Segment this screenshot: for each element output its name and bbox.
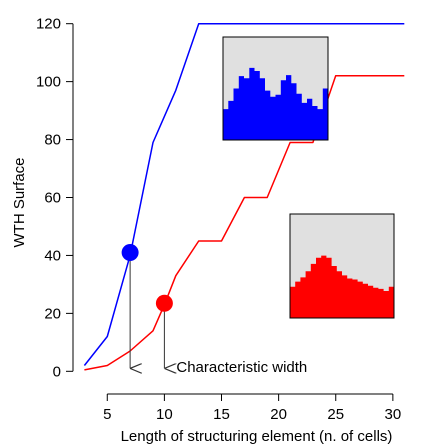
y-tick-label: 40 (44, 247, 61, 264)
series-line-0 (83, 22, 405, 366)
y-tick-label: 120 (36, 16, 61, 33)
y-tick-label: 80 (44, 132, 61, 149)
y-tick-label: 20 (44, 305, 61, 322)
inset-frame-0 (222, 36, 329, 141)
marker-point-0 (121, 244, 139, 262)
inset-profile-0 (223, 67, 328, 140)
x-tick-label: 20 (270, 406, 287, 423)
x-tick-label: 10 (156, 406, 173, 423)
x-tick-label: 30 (385, 406, 402, 423)
x-tick-label: 25 (327, 406, 344, 423)
arrows-layer (129, 252, 164, 369)
y-tick-label: 60 (44, 190, 61, 207)
x-tick-label: 15 (213, 406, 230, 423)
series-layer (83, 22, 405, 371)
axes: 0 20 40 60 80 100 120 5 10 15 20 25 30 (36, 16, 401, 423)
annotation-characteristic-width: Characteristic width (176, 359, 307, 376)
y-tick-label: 100 (36, 74, 61, 91)
y-tick-label: 0 (53, 363, 61, 380)
inset-frame-1 (289, 213, 395, 319)
x-axis-label: Length of structuring element (n. of cel… (121, 428, 393, 445)
insets-layer (222, 36, 395, 319)
marker-point-1 (155, 294, 173, 312)
y-axis-label: WTH Surface (11, 157, 28, 247)
x-tick-label: 5 (103, 406, 111, 423)
inset-profile-1 (290, 255, 394, 318)
markers-layer (121, 244, 173, 312)
series-line-1 (84, 75, 405, 371)
